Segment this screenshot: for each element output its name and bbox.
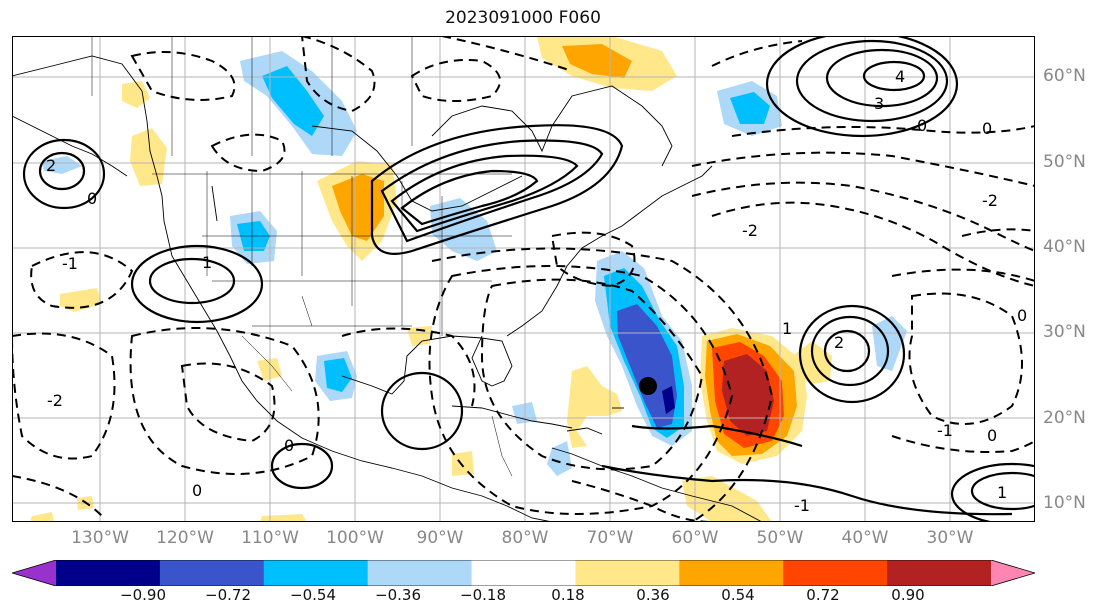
contour-label: 1 [202, 253, 212, 272]
lon-label: 60°W [671, 528, 719, 548]
lon-label: 50°W [756, 528, 804, 548]
colorbar-tick: −0.72 [205, 586, 251, 604]
lon-label: 130°W [71, 528, 129, 548]
positive-contours [22, 36, 1035, 522]
contour-label: -1 [62, 254, 78, 273]
colorbar-tick: −0.90 [120, 586, 166, 604]
colorbar-tick: 0.54 [721, 586, 755, 604]
colorbar-extend-max [991, 560, 1035, 586]
lon-label: 70°W [586, 528, 634, 548]
contour-label: 1 [782, 319, 792, 338]
colorbar-segment [679, 560, 784, 586]
map-frame [12, 36, 1035, 522]
contour-label: 3 [874, 94, 884, 113]
contour-label: 2 [46, 156, 56, 175]
colorbar-segment [471, 560, 576, 586]
contour-label: 0 [284, 436, 294, 455]
map-title: 2023091000 F060 [445, 8, 601, 28]
political-borders [91, 36, 513, 477]
lon-label: 80°W [501, 528, 549, 548]
contour-label: -2 [982, 191, 998, 210]
contour-label: 1 [997, 483, 1007, 502]
lon-label: 30°W [926, 528, 974, 548]
contour-label: -2 [742, 221, 758, 240]
contour-label: -1 [794, 496, 810, 515]
colorbar-tick: 0.36 [636, 586, 670, 604]
contour-label: -1 [937, 421, 953, 440]
colorbar-extend-min [12, 560, 56, 586]
colorbar-segment [367, 560, 473, 586]
colorbar-tick: 0.90 [891, 586, 925, 604]
negative-contours [12, 36, 1035, 522]
colorbar-tick: −0.54 [290, 586, 336, 604]
contour-label: 0 [1017, 306, 1027, 325]
lat-label: 40°N [1043, 237, 1086, 257]
contour-label: 0 [987, 426, 997, 445]
colorbar-segment [783, 560, 888, 586]
colorbar-segment [56, 560, 161, 586]
contour-label: 4 [895, 67, 905, 86]
colorbar-tick: −0.36 [375, 586, 421, 604]
colorbar-segment [887, 560, 992, 586]
lat-label: 20°N [1043, 408, 1086, 428]
coastlines [12, 55, 763, 522]
lat-label: 50°N [1043, 152, 1086, 172]
contour-label: 0 [982, 119, 992, 138]
lat-label: 10°N [1043, 493, 1086, 513]
lon-label: 40°W [841, 528, 889, 548]
lon-label: 90°W [416, 528, 464, 548]
contour-label: -2 [47, 391, 63, 410]
contour-label: 2 [834, 333, 844, 352]
colorbar-segment [159, 560, 265, 586]
map-canvas: 4 3 2 2 1 1 1 0 0 0 0 0 0 0 -1 -1 -1 -2 … [12, 36, 1035, 522]
lon-label: 100°W [326, 528, 384, 548]
colorbar-tick: 0.18 [551, 586, 585, 604]
contour-label: 0 [87, 189, 97, 208]
contour-label: 0 [917, 116, 927, 135]
contour-labels: 4 3 2 2 1 1 1 0 0 0 0 0 0 0 -1 -1 -1 -2 … [46, 67, 1027, 515]
lat-label: 30°N [1043, 322, 1086, 342]
colorbar-segment [263, 560, 369, 586]
lon-label: 120°W [156, 528, 214, 548]
colorbar-tick: −0.18 [460, 586, 506, 604]
colorbar [12, 560, 1035, 586]
lon-label: 110°W [241, 528, 299, 548]
contour-label: 0 [192, 481, 202, 500]
colorbar-tick: 0.72 [806, 586, 840, 604]
lat-label: 60°N [1043, 66, 1086, 86]
colorbar-segment [575, 560, 680, 586]
graticule [12, 36, 1035, 522]
storm-center-marker [639, 377, 657, 395]
